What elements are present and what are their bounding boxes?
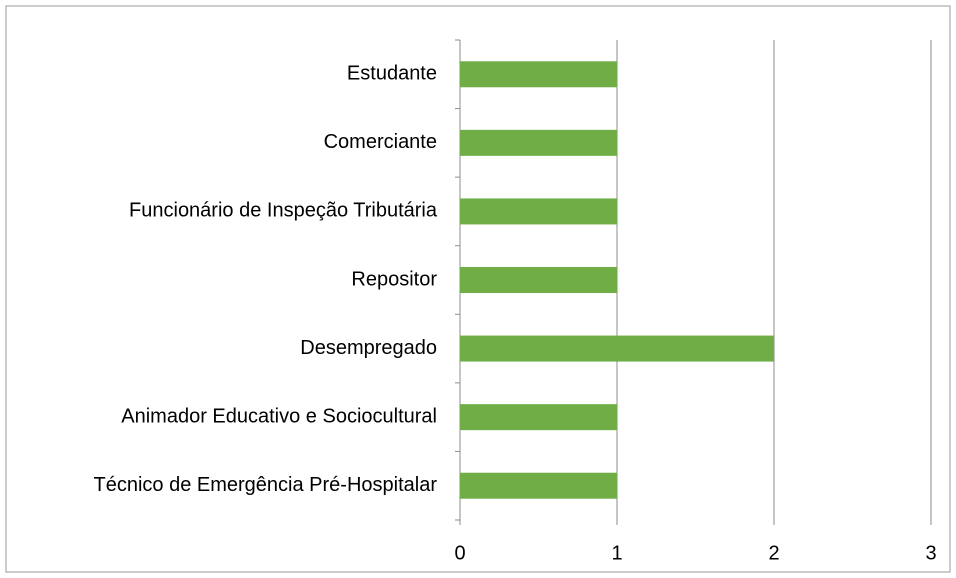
y-tick-label: Repositor xyxy=(351,268,437,290)
bar xyxy=(460,404,617,431)
y-tick-label: Desempregado xyxy=(300,337,437,359)
bar xyxy=(460,335,774,362)
x-tick-label: 2 xyxy=(768,542,779,564)
y-tick-label: Comerciante xyxy=(324,131,437,153)
y-tick-label: Animador Educativo e Sociocultural xyxy=(121,405,437,427)
y-tick-label: Funcionário de Inspeção Tributária xyxy=(129,200,438,222)
x-tick-label: 0 xyxy=(454,542,465,564)
bar xyxy=(460,61,617,88)
x-tick-label: 1 xyxy=(611,542,622,564)
bar xyxy=(460,129,617,156)
bar xyxy=(460,267,617,293)
y-tick-label: Técnico de Emergência Pré-Hospitalar xyxy=(94,474,438,496)
bar xyxy=(460,472,617,499)
y-tick-label: Estudante xyxy=(347,63,437,85)
x-tick-label: 3 xyxy=(925,542,936,564)
bar xyxy=(460,198,617,225)
